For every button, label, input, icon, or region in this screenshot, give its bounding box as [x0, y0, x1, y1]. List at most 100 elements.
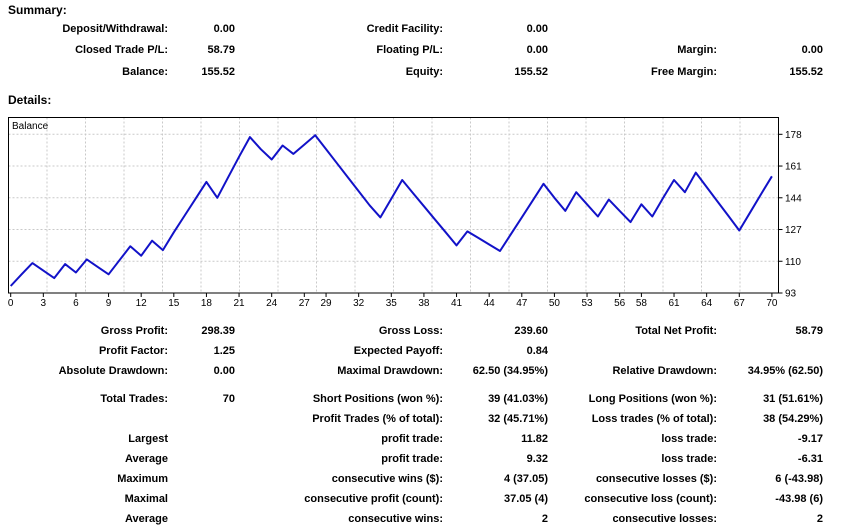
x-axis-label: 24 [266, 298, 278, 309]
summary-row-0: Deposit/Withdrawal: 0.00 Credit Facility: 0… [0, 22, 849, 36]
stat-label: Balance: [122, 66, 168, 78]
stat-label: Maximum [117, 473, 168, 485]
x-axis-label: 44 [484, 298, 496, 309]
stat-label: Absolute Drawdown: [58, 365, 168, 377]
stat-label: Average [124, 513, 168, 525]
stat-label: Expected Payoff: [353, 345, 443, 357]
stat-label: consecutive losses: [612, 513, 717, 525]
stat-value: 155.52 [514, 66, 548, 78]
details-heading: Details: [8, 93, 52, 107]
details-row-9: Average consecutive wins: 2 consecutive los… [0, 512, 849, 526]
x-axis-label: 15 [168, 298, 180, 309]
stat-label: Gross Loss: [378, 325, 443, 337]
stat-value: 38 (54.29%) [763, 413, 823, 425]
details-row-5: Largest profit trade: 11.82 loss trade: -9.1… [0, 432, 849, 446]
x-axis-label: 6 [73, 298, 79, 309]
stat-value [172, 452, 235, 466]
stat-value: 37.05 (4) [503, 493, 548, 505]
stat-label [555, 22, 717, 36]
stat-label: Deposit/Withdrawal: [62, 23, 168, 35]
summary-row-1: Closed Trade P/L: 58.79 Floating P/L: 0.00 M… [0, 43, 849, 57]
stat-value: 4 (37.05) [503, 473, 548, 485]
stat-label: Credit Facility: [366, 23, 443, 35]
x-axis-label: 29 [320, 298, 332, 309]
stat-value: 39 (41.03%) [488, 393, 548, 405]
stat-label: loss trade: [661, 453, 717, 465]
stat-value: 155.52 [201, 66, 235, 78]
stat-label: Long Positions (won %): [588, 393, 717, 405]
balance-chart: 93 110 127 144 161 178 0 3 6 9 12 15 18 21 24 27 29 32 35 3… [8, 117, 802, 309]
stat-label: Relative Drawdown: [612, 365, 717, 377]
x-axis-label: 12 [136, 298, 148, 309]
y-axis-label: 178 [785, 130, 802, 141]
stat-label: consecutive loss (count): [584, 493, 717, 505]
stat-label: Margin: [677, 44, 717, 56]
stat-label: Closed Trade P/L: [75, 44, 168, 56]
details-row-6: Average profit trade: 9.32 loss trade: -6.31 [0, 452, 849, 466]
stat-value [172, 492, 235, 506]
y-axis-label: 110 [785, 257, 801, 268]
stat-label: profit trade: [381, 433, 443, 445]
stat-label: Profit Trades (% of total): [312, 413, 443, 425]
x-axis-label: 64 [701, 298, 713, 309]
stat-value: 6 (-43.98) [775, 473, 823, 485]
x-axis-label: 70 [766, 298, 778, 309]
y-axis-label: 93 [785, 289, 797, 300]
stat-label: loss trade: [661, 433, 717, 445]
stat-label: Maximal Drawdown: [337, 365, 443, 377]
stat-value: 11.82 [521, 433, 548, 445]
x-axis-label: 56 [614, 298, 626, 309]
stat-label: Average [124, 453, 168, 465]
stat-value: 0.00 [213, 365, 235, 377]
stat-label: profit trade: [381, 453, 443, 465]
y-axis-label: 127 [785, 225, 802, 236]
summary-row-2: Balance: 155.52 Equity: 155.52 Free Margin: 1… [0, 65, 849, 79]
stat-label: Total Net Profit: [635, 325, 717, 337]
stat-value [722, 22, 823, 36]
stat-value: 0.00 [526, 44, 548, 56]
stat-label: Free Margin: [650, 66, 717, 78]
x-axis-label: 67 [734, 298, 746, 309]
stat-label: Loss trades (% of total): [591, 413, 717, 425]
stat-value: 1.25 [213, 345, 235, 357]
stat-label [0, 412, 168, 426]
stat-value: 239.60 [514, 325, 548, 337]
x-axis-label: 18 [201, 298, 213, 309]
stat-label: Gross Profit: [100, 325, 168, 337]
y-axis-label: 144 [785, 193, 802, 204]
stat-value: 298.39 [201, 325, 235, 337]
balance-line [9, 134, 773, 287]
details-row-2: Absolute Drawdown: 0.00 Maximal Drawdown: 6… [0, 364, 849, 378]
stat-value: 58.79 [207, 44, 235, 56]
details-row-0: Gross Profit: 298.39 Gross Loss: 239.60 Tota… [0, 324, 849, 338]
x-axis-label: 0 [8, 298, 14, 309]
summary-heading: Summary: [8, 3, 67, 17]
x-axis-label: 50 [549, 298, 561, 309]
stat-value: 70 [222, 393, 235, 405]
x-axis-label: 41 [451, 298, 463, 309]
stat-value: -43.98 (6) [775, 493, 823, 505]
stat-label: consecutive profit (count): [304, 493, 443, 505]
stat-label: Short Positions (won %): [312, 393, 443, 405]
stat-value [172, 472, 235, 486]
stat-value: 9.32 [526, 453, 548, 465]
details-row-1: Profit Factor: 1.25 Expected Payoff: 0.84 [0, 344, 849, 358]
stat-value: 31 (51.61%) [763, 393, 823, 405]
stat-label: Floating P/L: [376, 44, 443, 56]
x-axis-label: 32 [353, 298, 365, 309]
chart-border [8, 117, 779, 294]
stat-value: 0.00 [213, 23, 235, 35]
stat-value: 34.95% (62.50) [747, 365, 823, 377]
details-row-8: Maximal consecutive profit (count): 37.05 … [0, 492, 849, 506]
stat-value [172, 512, 235, 526]
stat-value: 0.00 [801, 44, 823, 56]
x-axis-label: 27 [299, 298, 311, 309]
x-axis-label: 3 [41, 298, 47, 309]
stat-value: -6.31 [797, 453, 823, 465]
stat-value: 58.79 [795, 325, 823, 337]
x-axis-label: 58 [636, 298, 648, 309]
stat-value: 155.52 [789, 66, 823, 78]
stat-label: Equity: [405, 66, 443, 78]
details-row-7: Maximum consecutive wins ($): 4 (37.05) con… [0, 472, 849, 486]
